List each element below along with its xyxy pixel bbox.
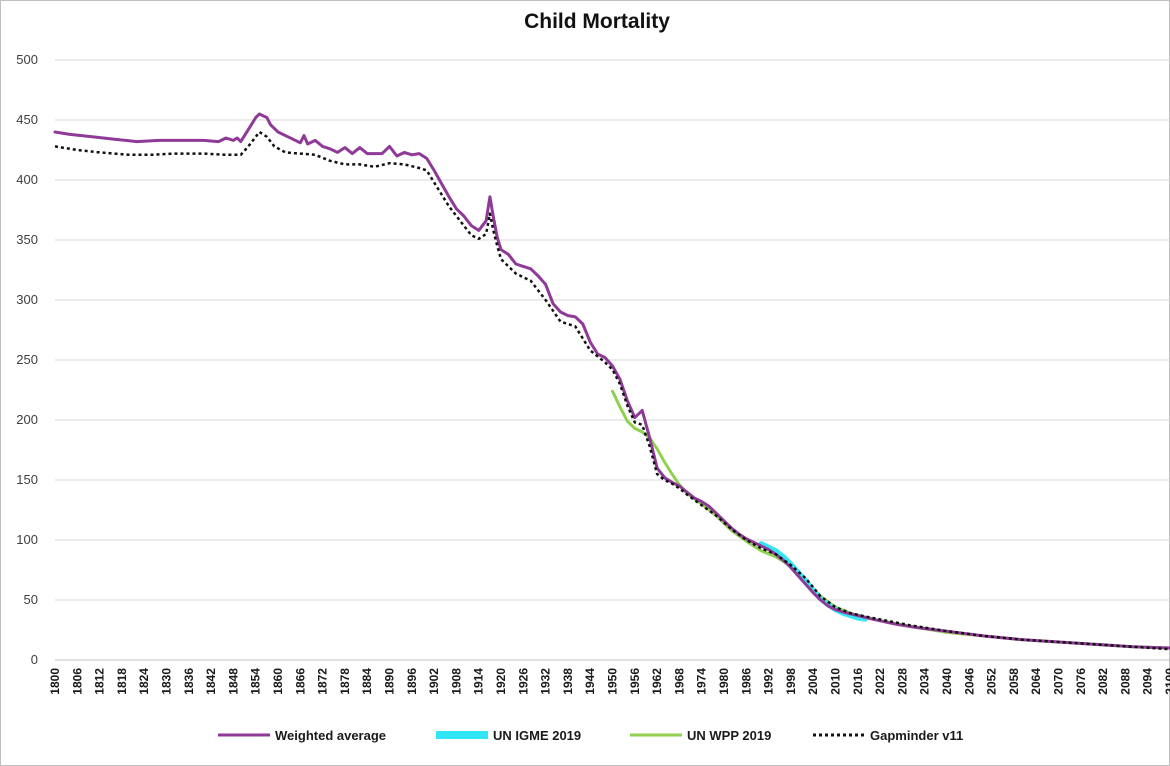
x-axis-tick-labels: 1800 1806 1812 1818 1824 1830 1836 1842 1848 1854… — [48, 668, 1170, 695]
legend-label: Gapminder v11 — [870, 728, 963, 743]
x-tick-label: 1842 — [204, 668, 218, 695]
x-tick-label: 1902 — [427, 668, 441, 695]
x-tick-label: 1944 — [583, 668, 597, 695]
x-tick-label: 1956 — [628, 668, 642, 695]
gridlines — [55, 59, 1170, 601]
x-tick-label: 1800 — [48, 668, 62, 695]
x-tick-label: 2088 — [1118, 668, 1132, 695]
x-tick-label: 2010 — [829, 668, 843, 695]
x-tick-label: 2040 — [940, 668, 954, 695]
y-tick-label: 0 — [31, 652, 38, 667]
x-tick-label: 1806 — [70, 668, 84, 695]
x-tick-label: 1872 — [316, 668, 330, 695]
y-tick-label: 300 — [16, 292, 38, 307]
x-tick-label: 1848 — [226, 668, 240, 695]
x-tick-label: 1824 — [137, 668, 151, 695]
x-tick-label: 1932 — [539, 668, 553, 695]
x-tick-label: 2058 — [1007, 668, 1021, 695]
x-tick-label: 1908 — [449, 668, 463, 695]
x-tick-label: 2082 — [1096, 668, 1110, 695]
x-tick-label: 2016 — [851, 668, 865, 695]
x-tick-label: 1878 — [338, 668, 352, 695]
x-tick-label: 1866 — [293, 668, 307, 695]
x-tick-label: 1836 — [182, 668, 196, 695]
x-tick-label: 2046 — [962, 668, 976, 695]
x-tick-label: 2022 — [873, 668, 887, 695]
legend-label: UN IGME 2019 — [493, 728, 581, 743]
x-tick-label: 1938 — [561, 668, 575, 695]
x-tick-label: 1890 — [383, 668, 397, 695]
x-tick-label: 2064 — [1029, 668, 1043, 695]
x-tick-label: 1914 — [472, 668, 486, 695]
x-tick-label: 1926 — [516, 668, 530, 695]
series-line-un-wpp-2019 — [611, 389, 1170, 650]
series-line-un-igme-2019 — [758, 541, 868, 622]
series-line-gapminder-v11 — [54, 130, 1170, 651]
x-tick-label: 1986 — [739, 668, 753, 695]
y-tick-label: 100 — [16, 532, 38, 547]
chart-title: Child Mortality — [524, 10, 670, 33]
x-tick-label: 1968 — [672, 668, 686, 695]
x-tick-label: 1830 — [160, 668, 174, 695]
y-tick-label: 450 — [16, 112, 38, 127]
x-tick-label: 1950 — [606, 668, 620, 695]
x-tick-label: 1818 — [115, 668, 129, 695]
y-tick-label: 500 — [16, 52, 38, 67]
x-tick-label: 2028 — [895, 668, 909, 695]
x-tick-label: 1992 — [762, 668, 776, 695]
legend: Weighted average UN IGME 2019 UN WPP 2019 G… — [218, 728, 963, 743]
y-tick-label: 400 — [16, 172, 38, 187]
x-tick-label: 2070 — [1052, 668, 1066, 695]
y-tick-label: 350 — [16, 232, 38, 247]
series-lines — [53, 112, 1170, 651]
y-tick-label: 50 — [24, 592, 38, 607]
series-line-weighted-average — [53, 112, 1170, 650]
legend-label: UN WPP 2019 — [687, 728, 771, 743]
x-tick-label: 1896 — [405, 668, 419, 695]
x-tick-label: 2100 — [1163, 668, 1170, 695]
x-tick-label: 1974 — [695, 668, 709, 695]
x-tick-label: 2004 — [806, 668, 820, 695]
y-axis-tick-labels: 0 50 100 150 200 250 300 350 400 450 500 — [16, 52, 38, 667]
y-tick-label: 150 — [16, 472, 38, 487]
x-tick-label: 1920 — [494, 668, 508, 695]
x-tick-label: 1962 — [650, 668, 664, 695]
legend-label: Weighted average — [275, 728, 386, 743]
x-tick-label: 2094 — [1141, 668, 1155, 695]
x-tick-label: 1980 — [717, 668, 731, 695]
x-tick-label: 2076 — [1074, 668, 1088, 695]
x-tick-label: 1884 — [360, 668, 374, 695]
x-tick-label: 2034 — [918, 668, 932, 695]
y-tick-label: 250 — [16, 352, 38, 367]
y-tick-label: 200 — [16, 412, 38, 427]
x-tick-label: 1998 — [784, 668, 798, 695]
x-tick-label: 1854 — [249, 668, 263, 695]
x-tick-label: 1860 — [271, 668, 285, 695]
x-tick-label: 1812 — [93, 668, 107, 695]
x-tick-label: 2052 — [985, 668, 999, 695]
